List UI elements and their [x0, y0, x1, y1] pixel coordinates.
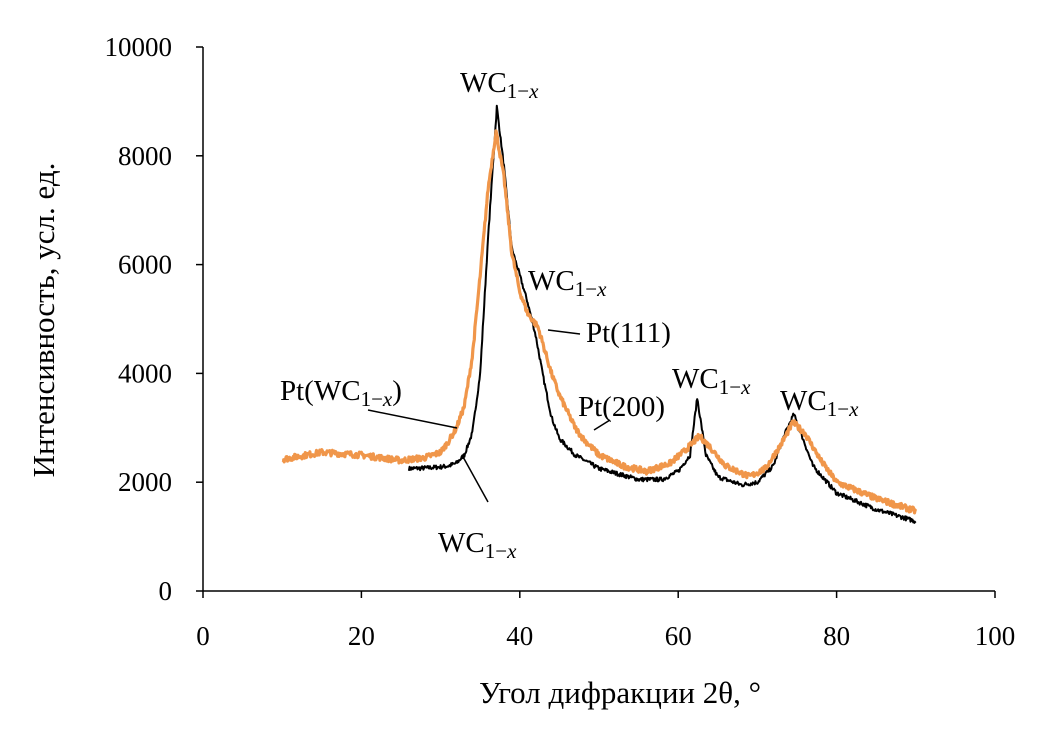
annotation-main: WC [438, 527, 485, 559]
annotation-subscript-italic: x [740, 375, 751, 399]
series-line-2 [281, 129, 918, 515]
series-line-1 [407, 104, 917, 524]
annotation-tail: ) [392, 375, 402, 407]
x-tick-label: 80 [823, 621, 850, 651]
annotation-leader-line [367, 409, 458, 429]
annotation-label: WC1−x [528, 265, 607, 301]
annotation-label: WC1−x [672, 363, 751, 399]
annotation-subscript: 1− [719, 375, 741, 399]
annotation-main: Pt(200) [578, 391, 665, 423]
annotation-subscript: 1− [827, 397, 849, 421]
annotation-subscript: 1− [575, 277, 597, 301]
x-tick-label: 20 [348, 621, 375, 651]
annotation-label: WC1−x [460, 67, 539, 103]
annotation-subscript: 1− [507, 79, 529, 103]
y-tick-label: 6000 [118, 250, 172, 280]
annotation-main: Pt(WC [280, 375, 361, 407]
annotation-subscript-italic: x [848, 397, 859, 421]
annotation-leader-line [593, 419, 611, 431]
y-tick-label: 2000 [118, 467, 172, 497]
annotation-subscript: 1− [485, 539, 507, 563]
annotation-main: WC [460, 67, 507, 99]
y-axis-title: Интенсивность, усл. ед. [26, 163, 61, 478]
y-tick-label: 8000 [118, 141, 172, 171]
series-group [281, 104, 918, 524]
annotation-subscript: 1− [361, 387, 383, 411]
annotation-leader-line [461, 454, 489, 503]
y-tick-label: 4000 [118, 358, 172, 388]
annotation-subscript-italic: x [382, 387, 393, 411]
y-tick-label: 10000 [105, 32, 173, 62]
annotation-main: Pt(111) [586, 317, 671, 349]
annotation-label: Pt(200) [578, 391, 665, 423]
x-tick-label: 60 [665, 621, 692, 651]
annotation-label: WC1−x [780, 385, 859, 421]
x-tick-label: 40 [506, 621, 533, 651]
annotation-subscript-italic: x [528, 79, 539, 103]
x-tick-label: 100 [975, 621, 1016, 651]
annotation-label: Pt(111) [586, 317, 671, 349]
annotation-label: WC1−x [438, 527, 517, 563]
annotation-main: WC [528, 265, 575, 297]
y-tick-label: 0 [159, 576, 173, 606]
annotation-main: WC [780, 385, 827, 417]
annotation-leader-line [547, 329, 581, 335]
x-tick-label: 0 [196, 621, 210, 651]
x-axis-title: Угол дифракции 2θ, ° [479, 675, 761, 710]
annotation-main: WC [672, 363, 719, 395]
annotation-label: Pt(WC1−x) [280, 375, 402, 411]
annotation-subscript-italic: x [596, 277, 607, 301]
annotation-subscript-italic: x [506, 539, 517, 563]
axes: 0 20 40 60 80 100 0 2000 4000 6000 8000 10000 [105, 32, 1016, 651]
